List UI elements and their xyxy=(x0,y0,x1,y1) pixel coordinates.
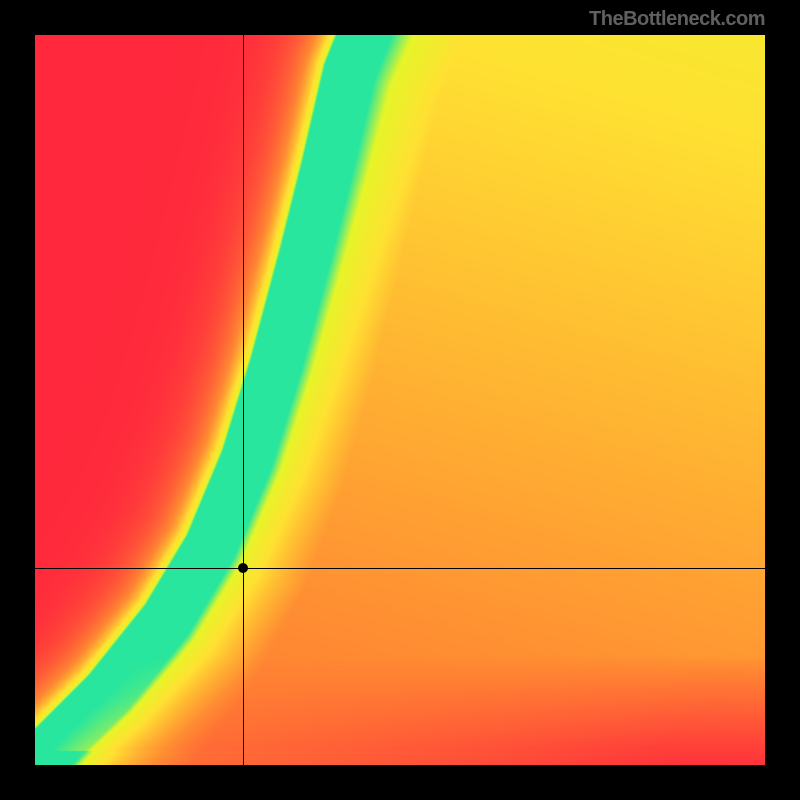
plot-area xyxy=(35,35,765,765)
crosshair-horizontal xyxy=(35,568,765,569)
watermark-text: TheBottleneck.com xyxy=(589,8,765,31)
heatmap-canvas xyxy=(35,35,765,765)
marker-point xyxy=(238,563,248,573)
crosshair-vertical xyxy=(243,35,244,765)
